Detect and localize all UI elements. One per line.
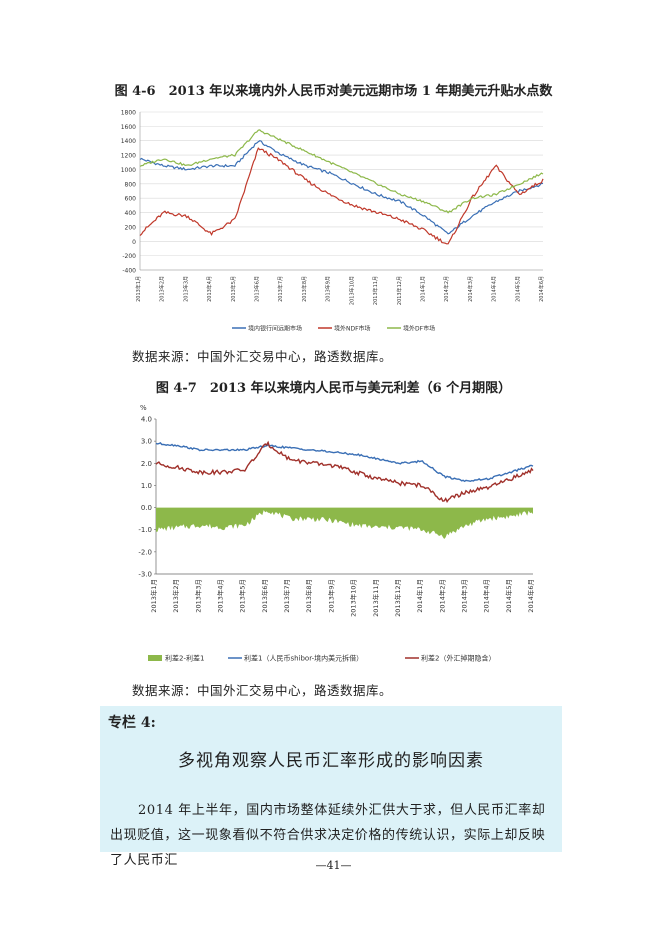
chart1-x-tick: 2013年1月	[135, 276, 142, 302]
chart1-y-tick: 1200	[121, 153, 136, 160]
chart1-y-tick: 200	[125, 224, 137, 231]
page-number: —41—	[315, 859, 352, 872]
chart1-x-tick: 2013年7月	[277, 276, 284, 302]
chart1-x-tick: 2014年6月	[538, 276, 545, 302]
chart1-x-tick: 2013年2月	[159, 276, 166, 302]
chart2-y-unit: %	[140, 404, 147, 412]
chart1-x-tick: 2013年6月	[254, 276, 261, 302]
chart2-y-tick: -1.0	[138, 526, 152, 534]
chart1-x-tick: 2013年5月	[230, 276, 237, 302]
chart2-legend-label: 利差2（外汇掉期隐含）	[421, 654, 495, 663]
chart1-series-line	[139, 129, 544, 214]
figure-4-7-title: 图 4-7 2013 年以来境内人民币与美元利差（6 个月期限）	[155, 381, 512, 396]
chart2-x-tick: 2013年4月	[216, 579, 225, 613]
chart-4-6: 1800 1600 1400 1200 1000 800 600 400 200 0 -200 -40…	[121, 110, 545, 333]
chart2-y-tick: -2.0	[138, 548, 152, 556]
chart1-y-tick: 600	[125, 196, 137, 203]
chart1-x-tick: 2013年4月	[206, 276, 213, 302]
chart1-y-tick: 1400	[121, 138, 136, 145]
chart2-x-tick: 2013年6月	[260, 579, 269, 613]
chart2-x-tick: 2013年8月	[304, 579, 313, 613]
chart1-x-tick: 2013年12月	[396, 276, 403, 305]
chart2-x-tick: 2013年11月	[371, 579, 380, 617]
chart1-y-tick: -200	[122, 253, 136, 260]
chart2-y-tick: -3.0	[138, 571, 152, 579]
chart1-legend-label: 境外DF市场	[403, 325, 435, 333]
chart2-legend-label: 利差2-利差1	[165, 654, 204, 663]
chart2-x-tick: 2013年3月	[193, 579, 202, 613]
chart2-y-tick: 4.0	[141, 416, 152, 424]
chart1-x-tick: 2013年11月	[372, 276, 379, 305]
chart2-x-tick: 2013年12月	[393, 579, 402, 617]
chart2-x-tick: 2014年3月	[459, 579, 468, 613]
chart2-x-tick: 2014年1月	[415, 579, 424, 613]
chart1-legend-label: 境外NDF市场	[334, 325, 371, 333]
chart2-x-tick: 2014年4月	[482, 579, 491, 613]
column-box: 专栏 4: 多视角观察人民币汇率形成的影响因素 2014 年上半年，国内市场整体…	[100, 706, 562, 868]
chart2-y-tick: 3.0	[141, 438, 152, 446]
chart1-y-tick: -400	[122, 268, 136, 275]
chart1-y-tick: 1000	[121, 167, 136, 174]
box-title: 多视角观察人民币汇率形成的影响因素	[178, 751, 484, 771]
chart1-y-tick: 400	[125, 210, 137, 217]
chart1-y-tick: 800	[125, 181, 137, 188]
chart2-x-tick: 2013年5月	[238, 579, 247, 613]
chart2-x-tick: 2013年10月	[349, 579, 358, 617]
chart1-y-tick: 1800	[121, 110, 136, 117]
chart2-series-line	[155, 442, 534, 483]
chart1-y-tick: 1600	[121, 124, 136, 131]
chart2-x-tick: 2014年2月	[437, 579, 446, 613]
box-paragraph: 2014 年上半年，国内市场整体延续外汇供大于求，但人民币汇率却出现贬值，这一现…	[110, 803, 546, 868]
chart1-x-tick: 2013年9月	[325, 276, 332, 302]
chart1-series-line	[139, 147, 544, 245]
figure-4-7-source: 数据来源：中国外汇交易中心，路透数据库。	[132, 683, 393, 698]
chart2-x-tick: 2013年2月	[171, 579, 180, 613]
chart1-legend-label: 境内银行间远期市场	[248, 325, 302, 333]
figure-4-6-source: 数据来源：中国外汇交易中心，路透数据库。	[132, 349, 393, 364]
chart1-x-tick: 2014年3月	[467, 276, 474, 302]
chart1-x-tick: 2013年3月	[182, 276, 189, 302]
chart2-x-tick: 2013年9月	[326, 579, 335, 613]
box-label: 专栏 4:	[108, 715, 156, 731]
chart2-x-tick: 2014年5月	[504, 579, 513, 613]
chart1-x-tick: 2013年10月	[348, 276, 355, 305]
chart1-x-tick: 2014年4月	[491, 276, 498, 302]
chart2-y-tick: 1.0	[141, 482, 152, 490]
chart2-x-tick: 2013年1月	[149, 579, 158, 613]
chart1-series-line	[139, 140, 544, 235]
chart1-y-tick: 0	[132, 239, 136, 246]
chart2-legend-swatch	[148, 655, 162, 661]
chart2-y-tick: 2.0	[141, 460, 152, 468]
chart2-legend-label: 利差1（人民币shibor-境内美元拆借）	[244, 654, 363, 663]
chart1-x-tick: 2014年5月	[514, 276, 521, 302]
chart1-x-tick: 2013年8月	[301, 276, 308, 302]
chart2-x-tick: 2013年7月	[282, 579, 291, 613]
chart2-y-tick: 0.0	[141, 504, 152, 512]
chart2-x-tick: 2014年6月	[526, 579, 535, 613]
figure-4-6-title: 图 4-6 2013 年以来境内外人民币对美元远期市场 1 年期美元升贴水点数	[114, 84, 553, 99]
chart2-area-series	[156, 507, 533, 539]
chart1-x-tick: 2014年1月	[419, 276, 426, 302]
chart1-x-tick: 2014年2月	[443, 276, 450, 302]
chart2-series-line	[155, 440, 534, 503]
